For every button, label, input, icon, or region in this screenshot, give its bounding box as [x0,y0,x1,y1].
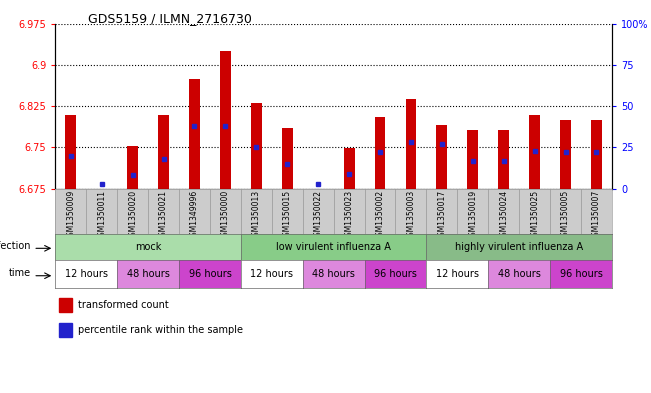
Text: GSM1349996: GSM1349996 [190,190,199,241]
Text: GSM1350023: GSM1350023 [344,190,353,241]
Text: GSM1350013: GSM1350013 [252,190,261,241]
Text: GSM1350003: GSM1350003 [406,190,415,241]
Text: low virulent influenza A: low virulent influenza A [276,242,391,252]
Bar [158,116,169,189]
Bar [436,125,447,189]
Bar [59,323,72,337]
Bar [560,120,571,189]
Bar [189,79,200,189]
Text: 96 hours: 96 hours [189,269,231,279]
Bar [498,130,509,189]
Text: GSM1350007: GSM1350007 [592,190,601,241]
Bar [220,51,231,189]
Text: GSM1350000: GSM1350000 [221,190,230,241]
Text: 12 hours: 12 hours [64,269,108,279]
Text: GSM1350015: GSM1350015 [283,190,292,241]
Text: GSM1350019: GSM1350019 [468,190,477,241]
Bar [529,116,540,189]
Bar [96,189,107,190]
Text: mock: mock [135,242,161,252]
Text: transformed count: transformed count [78,300,169,310]
Bar [406,99,417,189]
Text: GSM1350009: GSM1350009 [66,190,76,241]
Text: GSM1350022: GSM1350022 [314,190,323,241]
Bar [591,120,602,189]
Bar [65,116,76,189]
Text: GSM1350002: GSM1350002 [376,190,385,241]
Bar [127,146,138,189]
Text: GSM1350011: GSM1350011 [97,190,106,241]
Bar [312,189,324,190]
Text: 12 hours: 12 hours [250,269,294,279]
Bar [467,130,478,189]
Text: GSM1350025: GSM1350025 [530,190,539,241]
Text: infection: infection [0,241,31,251]
Text: highly virulent influenza A: highly virulent influenza A [455,242,583,252]
Text: 12 hours: 12 hours [436,269,479,279]
Bar [374,117,385,189]
Text: 48 hours: 48 hours [127,269,169,279]
Bar [59,298,72,312]
Text: 48 hours: 48 hours [312,269,355,279]
Text: 96 hours: 96 hours [374,269,417,279]
Bar [344,149,355,189]
Text: GSM1350024: GSM1350024 [499,190,508,241]
Bar [282,128,293,189]
Text: GDS5159 / ILMN_2716730: GDS5159 / ILMN_2716730 [88,12,252,25]
Text: GSM1350005: GSM1350005 [561,190,570,241]
Text: 96 hours: 96 hours [560,269,602,279]
Text: GSM1350017: GSM1350017 [437,190,447,241]
Bar [251,103,262,189]
Text: GSM1350021: GSM1350021 [159,190,168,241]
Text: time: time [8,268,31,278]
Text: GSM1350020: GSM1350020 [128,190,137,241]
Text: 48 hours: 48 hours [498,269,540,279]
Text: percentile rank within the sample: percentile rank within the sample [78,325,243,335]
